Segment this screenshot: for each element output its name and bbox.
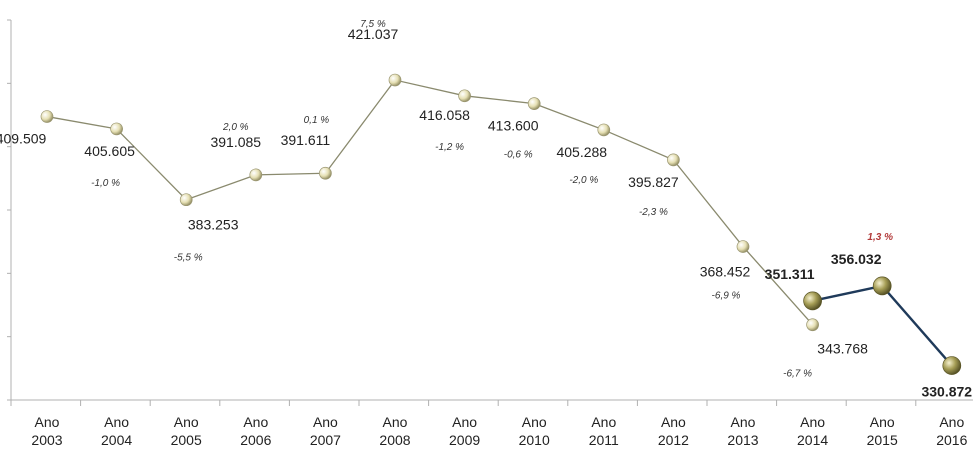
x-tick-label: Ano 2015: [867, 414, 898, 448]
percent-change-label: -0,6 %: [504, 150, 533, 161]
data-label: 343.768: [817, 341, 868, 357]
percent-change-label: 7,5 %: [360, 19, 386, 30]
percent-change-label: -6,7 %: [783, 369, 812, 380]
x-tick-label: Ano 2010: [519, 414, 550, 448]
percent-change-label: -6,9 %: [712, 291, 741, 302]
percent-change-label: -2,0 %: [569, 175, 598, 186]
percent-change-label: -1,0 %: [91, 178, 120, 189]
x-tick-label: Ano 2014: [797, 414, 828, 448]
data-label: 421.037: [348, 26, 399, 42]
x-tick-label: Ano 2007: [310, 414, 341, 448]
percent-change-label: 1,3 %: [867, 232, 893, 243]
x-tick-label: Ano 2008: [379, 414, 410, 448]
x-tick-label: Ano 2005: [171, 414, 202, 448]
data-labels: 409.509 405.605 -1,0 % 383.253 -5,5 % 391.085…: [0, 19, 972, 400]
series-1-marker: [40, 110, 54, 123]
percent-change-label: -2,3 %: [639, 207, 668, 218]
data-label: 413.600: [488, 118, 539, 134]
x-tick-label: Ano 2011: [589, 414, 619, 448]
percent-change-label: 2,0 %: [222, 122, 249, 133]
data-label: 395.827: [628, 174, 679, 190]
series-1-marker: [736, 240, 750, 253]
x-tick-label: Ano 2009: [449, 414, 480, 448]
data-label: 368.452: [700, 264, 751, 280]
series-2-marker: [803, 291, 822, 311]
x-tick-labels: Ano 2003 Ano 2004 Ano 2005 Ano 2006 Ano 2007 Ano 20…: [31, 414, 967, 448]
x-tick-label: Ano 2012: [658, 414, 689, 448]
series-1-marker: [458, 89, 471, 103]
series-1-marker: [249, 168, 263, 182]
series-1-marker: [806, 318, 819, 332]
data-label: 351.311: [765, 266, 815, 282]
percent-change-label: -5,5 %: [174, 253, 203, 264]
data-label: 405.605: [84, 143, 135, 159]
percent-change-label: -1,2 %: [435, 142, 464, 153]
series-2-marker: [872, 276, 892, 296]
x-tick-label: Ano 2006: [240, 414, 271, 448]
data-label: 356.032: [831, 251, 882, 267]
data-label: 383.253: [188, 217, 239, 233]
series-1-marker: [597, 123, 611, 137]
x-tick-label: Ano 2003: [31, 414, 62, 448]
series-2-marker: [942, 356, 962, 375]
data-label: 391.085: [210, 134, 261, 150]
data-label: 409.509: [0, 131, 47, 147]
x-tick-label: Ano 2004: [101, 414, 132, 448]
data-markers: [40, 73, 962, 375]
series-1-line: [46, 79, 814, 326]
data-label: 391.611: [281, 132, 331, 148]
percent-change-label: 0,1 %: [304, 115, 330, 126]
data-label: 330.872: [921, 384, 972, 400]
series-1-marker: [667, 153, 680, 167]
series-1-marker: [527, 97, 541, 110]
x-tick-label: Ano 2016: [936, 414, 967, 448]
data-label: 405.288: [556, 144, 607, 160]
series-1-marker: [110, 122, 123, 136]
series-1-marker: [179, 193, 193, 207]
series-1-marker: [319, 166, 332, 180]
axes: [7, 19, 973, 406]
x-tick-label: Ano 2013: [727, 414, 758, 448]
series-1-marker: [388, 73, 402, 87]
data-label: 416.058: [419, 107, 470, 123]
